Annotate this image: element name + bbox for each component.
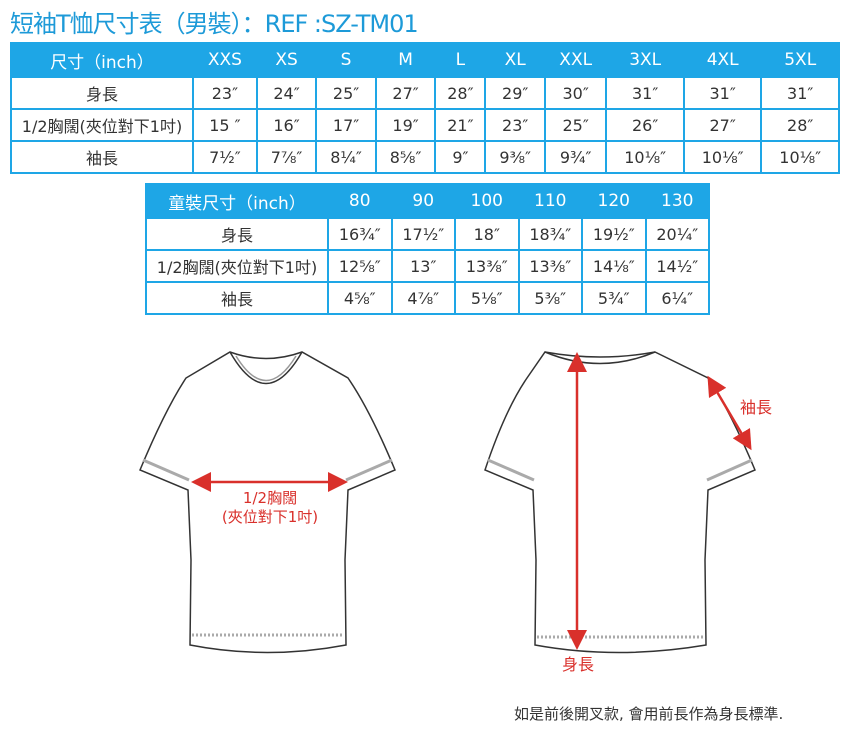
table-row: 1/2胸闊(夾位對下1吋) 12⅝″ 13″ 13⅜″ 13⅜″ 14⅛″ 14½″: [145, 249, 710, 283]
size-value: 31″: [682, 76, 763, 110]
table-row: 袖長 7½″ 7⅞″ 8¼″ 8⅝″ 9″ 9⅜″ 9¾″ 10⅛″ 10⅛″ 10⅛″: [10, 140, 840, 174]
size-value: 10⅛″: [760, 140, 840, 174]
row-label: 1/2胸闊(夾位對下1吋): [10, 108, 194, 142]
size-header: 80: [327, 183, 393, 219]
header-label: 尺寸（inch）: [10, 42, 194, 78]
size-header: S: [315, 42, 377, 78]
size-header: 110: [517, 183, 583, 219]
size-value: 23″: [192, 76, 258, 110]
size-value: 8¼″: [315, 140, 377, 174]
row-label: 身長: [145, 217, 329, 251]
size-value: 12⅝″: [327, 249, 393, 283]
header-row: 童裝尺寸（inch） 80 90 100 110 120 130: [145, 183, 710, 219]
length-label: 身長: [562, 655, 594, 674]
size-header: XXL: [543, 42, 608, 78]
size-value: 18¾″: [517, 217, 583, 251]
size-value: 19″: [374, 108, 437, 142]
size-value: 9″: [434, 140, 487, 174]
size-header: XXS: [192, 42, 258, 78]
size-header: XS: [255, 42, 318, 78]
size-header: L: [434, 42, 487, 78]
size-value: 31″: [760, 76, 840, 110]
size-value: 17″: [315, 108, 377, 142]
size-value: 24″: [255, 76, 318, 110]
adult-size-table: 尺寸（inch） XXS XS S M L XL XXL 3XL 4XL 5XL 身長 23″ 24″ 25…: [10, 42, 840, 174]
size-value: 23″: [484, 108, 546, 142]
page-title: 短袖T恤尺寸表（男裝）：REF :SZ-TM01: [10, 10, 419, 38]
size-value: 13″: [390, 249, 456, 283]
size-value: 21″: [434, 108, 487, 142]
size-value: 28″: [434, 76, 487, 110]
size-value: 13⅜″: [454, 249, 520, 283]
header-label: 童裝尺寸（inch）: [145, 183, 329, 219]
size-header: 120: [581, 183, 647, 219]
size-value: 8⅝″: [374, 140, 437, 174]
size-value: 25″: [315, 76, 377, 110]
row-label: 身長: [10, 76, 194, 110]
size-value: 10⅛″: [682, 140, 763, 174]
size-value: 10⅛″: [605, 140, 685, 174]
length-note: 如是前後開叉款, 會用前長作為身長標準.: [514, 705, 784, 723]
size-value: 15 ″: [192, 108, 258, 142]
size-header: 130: [644, 183, 710, 219]
size-value: 25″: [543, 108, 608, 142]
row-label: 袖長: [10, 140, 194, 174]
size-value: 18″: [454, 217, 520, 251]
size-value: 16¾″: [327, 217, 393, 251]
size-value: 4⅝″: [327, 281, 393, 315]
header-row: 尺寸（inch） XXS XS S M L XL XXL 3XL 4XL 5XL: [10, 42, 840, 78]
size-value: 5⅜″: [517, 281, 583, 315]
size-value: 14⅛″: [581, 249, 647, 283]
size-header: 90: [390, 183, 456, 219]
front-tshirt: [139, 351, 396, 654]
size-value: 31″: [605, 76, 685, 110]
size-value: 4⅞″: [390, 281, 456, 315]
size-value: 7⅞″: [255, 140, 318, 174]
size-value: 20¼″: [644, 217, 710, 251]
row-label: 袖長: [145, 281, 329, 315]
size-value: 27″: [682, 108, 763, 142]
sleeve-length-arrow: [707, 375, 752, 451]
size-value: 6¼″: [644, 281, 710, 315]
chest-label: 1/2胸闊: [243, 489, 297, 507]
size-header: 100: [454, 183, 520, 219]
table-row: 1/2胸闊(夾位對下1吋) 15 ″ 16″ 17″ 19″ 21″ 23″ 25″ 26″ 27…: [10, 108, 840, 142]
size-value: 19½″: [581, 217, 647, 251]
size-value: 9¾″: [543, 140, 608, 174]
size-value: 14½″: [644, 249, 710, 283]
size-value: 13⅜″: [517, 249, 583, 283]
size-value: 28″: [760, 108, 840, 142]
table-row: 身長 16¾″ 17½″ 18″ 18¾″ 19½″ 20¼″: [145, 217, 710, 251]
sleeve-label: 袖長: [740, 398, 772, 417]
size-value: 29″: [484, 76, 546, 110]
size-value: 16″: [255, 108, 318, 142]
size-value: 5⅛″: [454, 281, 520, 315]
size-header: 3XL: [605, 42, 685, 78]
kids-size-table: 童裝尺寸（inch） 80 90 100 110 120 130 身長 16¾″ 17½″ 18″ 1…: [145, 183, 710, 315]
size-value: 5¾″: [581, 281, 647, 315]
size-value: 27″: [374, 76, 437, 110]
table-row: 袖長 4⅝″ 4⅞″ 5⅛″ 5⅜″ 5¾″ 6¼″: [145, 281, 710, 315]
row-label: 1/2胸闊(夾位對下1吋): [145, 249, 329, 283]
size-header: M: [374, 42, 437, 78]
chest-sublabel: (夾位對下1吋): [222, 508, 318, 526]
size-value: 26″: [605, 108, 685, 142]
size-header: XL: [484, 42, 546, 78]
size-value: 17½″: [390, 217, 456, 251]
table-row: 身長 23″ 24″ 25″ 27″ 28″ 29″ 30″ 31″ 31″ 31″: [10, 76, 840, 110]
size-value: 7½″: [192, 140, 258, 174]
size-header: 5XL: [760, 42, 840, 78]
size-value: 30″: [543, 76, 608, 110]
size-value: 9⅜″: [484, 140, 546, 174]
size-header: 4XL: [682, 42, 763, 78]
back-tshirt: [484, 351, 756, 654]
